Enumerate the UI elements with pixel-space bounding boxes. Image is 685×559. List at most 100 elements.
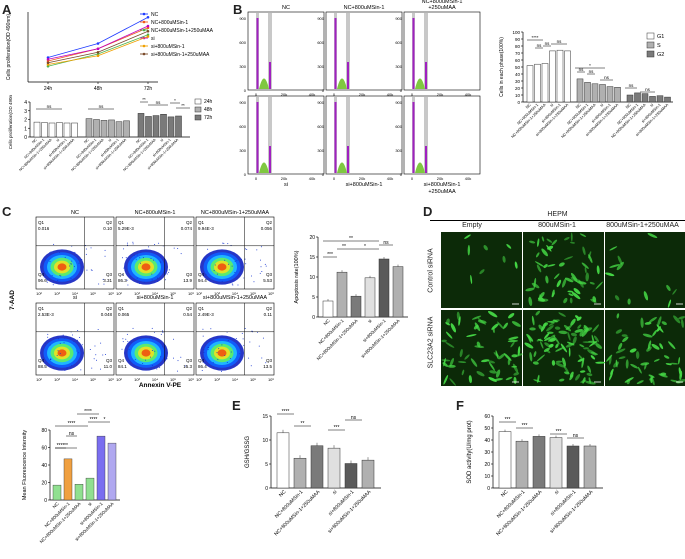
x-tick-label: 10⁴ bbox=[232, 291, 238, 296]
fluorescent-cell bbox=[561, 278, 567, 288]
fluorescent-cell bbox=[666, 284, 671, 292]
fluorescent-cell bbox=[588, 251, 592, 259]
quadrant-name: Q2 bbox=[106, 220, 113, 225]
fluorescent-cell bbox=[577, 358, 585, 362]
fluorescent-cell bbox=[589, 281, 595, 285]
panel-letter-e: E bbox=[232, 398, 241, 413]
fluorescent-cell bbox=[535, 310, 541, 316]
event-dot bbox=[136, 254, 138, 256]
sig-label: ns bbox=[645, 87, 651, 92]
y-tick-label: 900 bbox=[239, 16, 246, 21]
fluorescent-cell bbox=[609, 246, 618, 251]
bar bbox=[71, 122, 78, 138]
quadrant-name: Q1 bbox=[38, 306, 45, 311]
fluorescent-cell bbox=[551, 360, 556, 366]
fluorescent-cell bbox=[586, 372, 593, 377]
fluorescent-cell bbox=[503, 322, 509, 329]
fluorescent-cell bbox=[443, 357, 446, 367]
event-dot bbox=[205, 273, 207, 275]
y-tick-label: 1 bbox=[24, 126, 27, 132]
event-dot bbox=[250, 365, 252, 367]
event-dot bbox=[126, 279, 128, 281]
series-point bbox=[96, 50, 100, 54]
x-tick-label: 10⁴ bbox=[72, 291, 78, 296]
bar bbox=[327, 447, 341, 489]
s-phase bbox=[415, 162, 425, 173]
event-dot bbox=[126, 242, 128, 244]
fluorescent-cell bbox=[471, 315, 482, 320]
event-dot bbox=[141, 368, 143, 370]
event-dot bbox=[228, 263, 230, 265]
event-dot bbox=[139, 257, 141, 259]
event-dot bbox=[265, 362, 267, 364]
x-tick-label: 10² bbox=[116, 377, 122, 382]
bar bbox=[576, 78, 584, 103]
event-dot bbox=[242, 338, 244, 340]
fluorescent-cell bbox=[540, 322, 547, 332]
quadrant-value: 11.0 bbox=[104, 364, 113, 369]
fluorescent-cell bbox=[673, 315, 681, 324]
fluorescent-cell bbox=[503, 353, 512, 361]
fluorescent-cell bbox=[536, 354, 545, 362]
fluorescent-cell bbox=[547, 264, 556, 267]
event-dot bbox=[143, 281, 145, 283]
fluorescent-cell bbox=[570, 332, 577, 337]
microscopy-panel: HEPM Empty 800uMSin-1 800uMSin-1+250uMAA… bbox=[422, 205, 685, 390]
x-tick-label: 20k bbox=[281, 92, 287, 97]
y-tick-label: 600 bbox=[317, 40, 324, 45]
y-tick-label: 80 bbox=[41, 428, 47, 434]
fluorescent-cell bbox=[536, 338, 542, 342]
y-tick-label: 0 bbox=[322, 172, 325, 177]
event-dot bbox=[71, 365, 73, 367]
fluorescent-cell bbox=[529, 327, 536, 331]
event-dot bbox=[60, 275, 62, 277]
quadrant-name: Q4 bbox=[118, 272, 125, 277]
event-dot bbox=[133, 254, 135, 256]
fluorescent-cell bbox=[470, 358, 478, 367]
fluorescent-cell bbox=[579, 344, 585, 348]
event-dot bbox=[218, 348, 220, 350]
x-tick-label: 0 bbox=[333, 176, 336, 181]
fluorescent-cell bbox=[571, 291, 581, 300]
event-dot bbox=[160, 333, 162, 335]
event-dot bbox=[201, 369, 203, 371]
legend-label: S bbox=[657, 43, 661, 49]
fluorescent-cell bbox=[447, 364, 456, 368]
y-tick-label: 5 bbox=[312, 295, 315, 301]
panel-letter-b: B bbox=[233, 2, 243, 17]
event-dot bbox=[222, 242, 224, 244]
quadrant-value: 0.10 bbox=[103, 226, 112, 231]
event-dot bbox=[95, 354, 97, 356]
hepm-header: HEPM bbox=[547, 211, 568, 218]
quadrant-name: Q2 bbox=[186, 220, 193, 225]
event-dot bbox=[249, 341, 251, 343]
fluorescent-cell bbox=[578, 279, 584, 288]
x-tick-label: 10⁵ bbox=[250, 291, 256, 296]
legend-swatch bbox=[646, 41, 655, 49]
event-dot bbox=[150, 356, 152, 358]
fluorescent-cell bbox=[528, 335, 532, 343]
fluorescent-cell bbox=[616, 313, 620, 319]
y-tick-label: 300 bbox=[239, 148, 246, 153]
fluorescent-cell bbox=[510, 341, 515, 348]
proliferation-bar-chart: 0 1 2 3 4 Cells proliferation(OD 490nm) 24h 48h… bbox=[8, 95, 213, 172]
sig-label: ns bbox=[99, 104, 105, 109]
event-dot bbox=[142, 257, 144, 259]
fluorescent-cell bbox=[481, 359, 490, 363]
category-label: si bbox=[87, 501, 93, 507]
event-dot bbox=[224, 259, 226, 261]
sig-label: * bbox=[104, 417, 106, 423]
x-tick-label: 10⁴ bbox=[152, 291, 158, 296]
fluorescent-cell bbox=[579, 370, 586, 373]
peak-g2 bbox=[269, 146, 271, 173]
event-dot bbox=[214, 264, 216, 266]
col-label-800-aa: 800uMSin-1+250uMAA bbox=[606, 222, 679, 229]
fluorescent-cell bbox=[668, 341, 676, 350]
x-tick-label: 48h bbox=[94, 86, 103, 92]
fluorescent-cell bbox=[595, 281, 603, 290]
fluorescent-cell bbox=[616, 261, 624, 271]
event-dot bbox=[136, 277, 138, 279]
y-tick-label: 300 bbox=[395, 148, 402, 153]
bar bbox=[656, 95, 664, 103]
y-tick-label: 20 bbox=[309, 235, 315, 241]
